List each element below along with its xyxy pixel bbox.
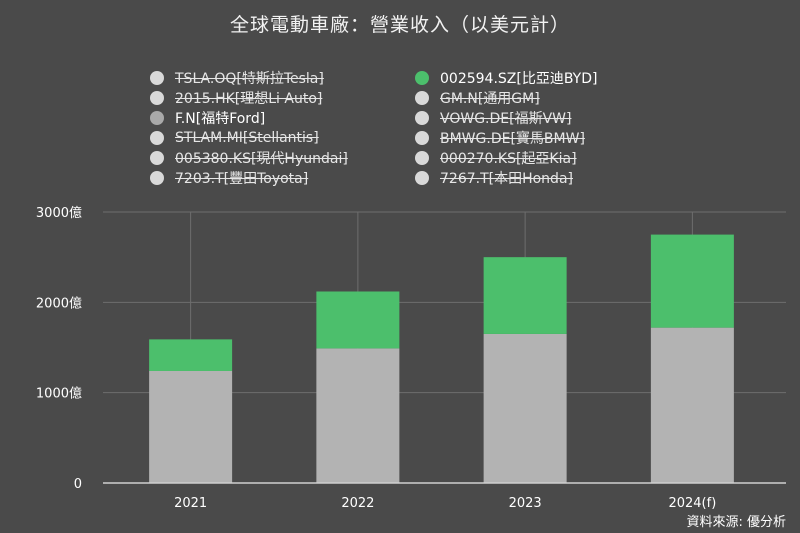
legend-item[interactable]: 002594.SZ[比亞迪BYD] — [415, 68, 670, 88]
legend-item[interactable]: 2015.HK[理想Li Auto] — [150, 88, 415, 108]
legend-item[interactable]: GM.N[通用GM] — [415, 88, 670, 108]
legend-item[interactable]: BMWG.DE[寶馬BMW] — [415, 128, 670, 148]
legend-label: VOWG.DE[福斯VW] — [440, 111, 572, 127]
legend-item[interactable]: STLAM.MI[Stellantis] — [150, 128, 415, 148]
legend-label: BMWG.DE[寶馬BMW] — [440, 131, 585, 147]
legend-label: 000270.KS[起亞Kia] — [440, 151, 577, 167]
legend-item[interactable]: VOWG.DE[福斯VW] — [415, 108, 670, 128]
legend-dot-icon — [150, 91, 164, 105]
legend-label: 7203.T[豐田Toyota] — [175, 171, 309, 187]
legend-dot-icon — [150, 71, 164, 85]
legend-label: GM.N[通用GM] — [440, 91, 540, 107]
x-tick-label: 2024(f) — [668, 496, 716, 511]
legend-dot-icon — [150, 151, 164, 165]
legend-label: TSLA.OQ[特斯拉Tesla] — [175, 71, 324, 87]
legend-dot-icon — [150, 131, 164, 145]
x-tick-label: 2023 — [509, 496, 542, 511]
chart-title: 全球電動車廠：營業收入（以美元計） — [229, 14, 570, 36]
bar — [650, 327, 734, 483]
bar — [316, 291, 400, 349]
legend-dot-icon — [415, 151, 429, 165]
legend-dot-icon — [150, 171, 164, 185]
legend-label: 002594.SZ[比亞迪BYD] — [440, 71, 598, 87]
legend-dot-icon — [415, 131, 429, 145]
x-tick-label: 2022 — [341, 496, 374, 511]
y-tick-label: 0 — [74, 477, 82, 492]
bar — [483, 257, 567, 334]
bar — [149, 339, 233, 371]
legend-item[interactable]: TSLA.OQ[特斯拉Tesla] — [150, 68, 415, 88]
y-tick-label: 3000億 — [36, 205, 82, 221]
y-tick-label: 2000億 — [36, 295, 82, 311]
legend-item[interactable]: 005380.KS[現代Hyundai] — [150, 148, 415, 168]
legend-label: STLAM.MI[Stellantis] — [175, 130, 319, 146]
bar — [650, 234, 734, 328]
bar — [316, 348, 400, 483]
legend-dot-icon — [415, 91, 429, 105]
chart-legend: TSLA.OQ[特斯拉Tesla] 002594.SZ[比亞迪BYD] 2015.H… — [150, 68, 670, 188]
y-tick-label: 1000億 — [36, 386, 82, 402]
legend-label: 005380.KS[現代Hyundai] — [175, 151, 348, 167]
bar — [483, 333, 567, 483]
source-note: 資料來源: 優分析 — [686, 515, 786, 530]
legend-item[interactable]: 000270.KS[起亞Kia] — [415, 148, 670, 168]
legend-item[interactable]: 7203.T[豐田Toyota] — [150, 168, 415, 188]
bar — [149, 370, 233, 483]
legend-dot-icon — [415, 111, 429, 125]
legend-dot-icon — [150, 111, 164, 125]
legend-item[interactable]: F.N[福特Ford] — [150, 108, 415, 128]
legend-label: 7267.T[本田Honda] — [440, 171, 573, 187]
legend-dot-icon — [415, 171, 429, 185]
x-tick-label: 2021 — [174, 496, 207, 511]
legend-dot-icon — [415, 71, 429, 85]
legend-item[interactable]: 7267.T[本田Honda] — [415, 168, 670, 188]
legend-label: F.N[福特Ford] — [175, 111, 266, 127]
legend-label: 2015.HK[理想Li Auto] — [175, 91, 323, 107]
